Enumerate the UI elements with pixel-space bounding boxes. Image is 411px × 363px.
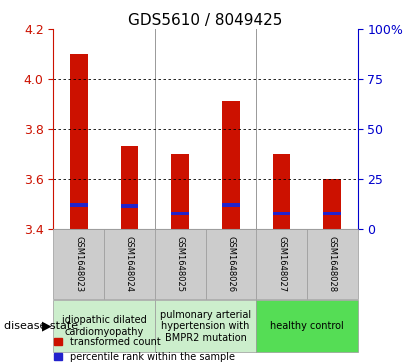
Text: GSM1648028: GSM1648028 [328,236,337,292]
Bar [256,300,358,352]
Legend: transformed count, percentile rank within the sample: transformed count, percentile rank withi… [54,337,235,362]
Bar [171,212,189,216]
Bar [120,204,139,208]
Bar [171,154,189,229]
Bar [155,300,256,352]
Text: GSM1648026: GSM1648026 [226,236,236,292]
Bar [70,203,88,207]
Bar [104,229,155,299]
Text: ▶: ▶ [42,320,51,333]
Bar [155,229,206,299]
Title: GDS5610 / 8049425: GDS5610 / 8049425 [128,13,283,28]
Bar [53,229,104,299]
Text: disease state: disease state [4,321,78,331]
Bar [272,154,291,229]
Text: idiopathic dilated
cardiomyopathy: idiopathic dilated cardiomyopathy [62,315,146,337]
Bar [272,212,291,216]
Bar [307,229,358,299]
Text: GSM1648027: GSM1648027 [277,236,286,292]
Bar [53,300,155,352]
Bar [206,229,256,299]
Text: pulmonary arterial
hypertension with
BMPR2 mutation: pulmonary arterial hypertension with BMP… [160,310,251,343]
Bar [323,179,341,229]
Bar [120,146,139,229]
Bar [222,101,240,229]
Bar [256,229,307,299]
Bar [70,54,88,229]
Text: GSM1648024: GSM1648024 [125,236,134,292]
Text: healthy control: healthy control [270,321,344,331]
Text: GSM1648023: GSM1648023 [74,236,83,292]
Bar [323,212,341,216]
Bar [222,203,240,207]
Text: GSM1648025: GSM1648025 [175,236,185,292]
